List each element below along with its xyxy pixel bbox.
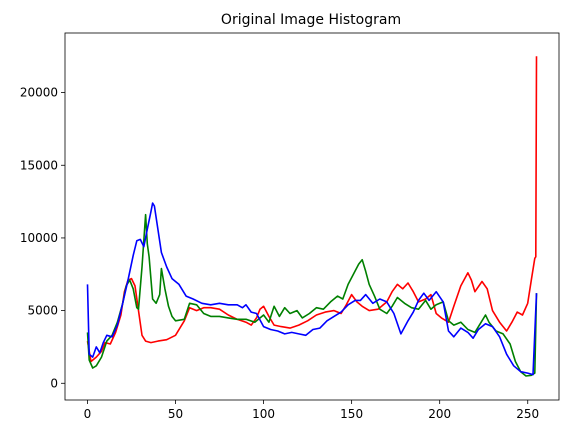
x-tick-label: 200 xyxy=(428,407,451,421)
x-axis-ticks: 0 50 100 150 200 250 xyxy=(84,400,539,421)
series-layer xyxy=(86,56,538,377)
chart-title: Original Image Histogram xyxy=(221,12,401,28)
x-tick-label: 0 xyxy=(84,407,92,421)
y-tick-label: 0 xyxy=(50,376,58,390)
x-tick-label: 100 xyxy=(252,407,275,421)
y-tick-label: 5000 xyxy=(27,304,58,318)
y-tick-label: 15000 xyxy=(20,158,58,172)
y-tick-label: 20000 xyxy=(20,86,58,100)
series-line-2 xyxy=(86,202,538,376)
x-tick-label: 150 xyxy=(340,407,363,421)
y-axis-ticks: 0 5000 10000 15000 20000 xyxy=(20,86,65,390)
plot-frame xyxy=(64,32,560,401)
x-tick-label: 250 xyxy=(516,407,539,421)
y-tick-label: 10000 xyxy=(20,231,58,245)
series-line-0 xyxy=(86,56,538,363)
series-line-1 xyxy=(86,213,538,377)
x-tick-label: 50 xyxy=(168,407,183,421)
